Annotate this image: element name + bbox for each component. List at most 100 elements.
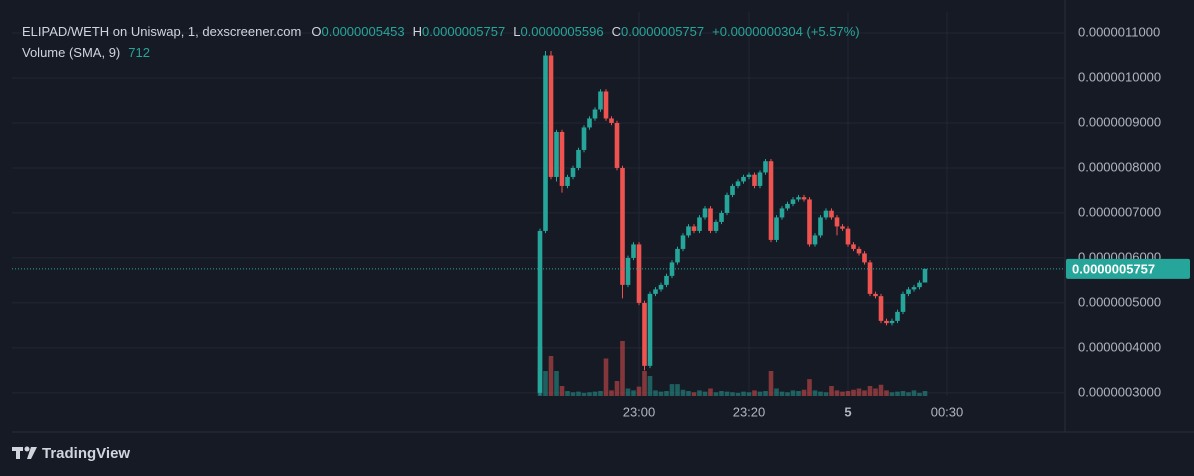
candle-body [680,235,686,249]
volume-bar [653,390,658,396]
volume-bar [730,392,735,396]
volume-bar [735,392,741,396]
last-price-label: 0.0000005757 [1072,261,1155,276]
volume-bar [829,386,834,396]
candle-body [543,55,548,231]
volume-legend: Volume (SMA, 9) 712 [22,45,150,60]
volume-bar [790,390,796,396]
volume-bar [922,391,928,396]
volume-bar [746,392,752,396]
candle-body [768,161,774,240]
candle-body [675,248,680,263]
volume-bar [774,388,779,396]
volume-bar [642,371,647,396]
volume-bar [867,386,873,396]
y-tick-label: 0.0000009000 [1078,114,1161,129]
volume-bar [598,391,603,396]
x-tick-label: 23:00 [623,404,656,419]
volume-bar [779,391,785,396]
candle-body [779,208,785,218]
ohlc-value: 0.0000005757 [621,24,704,39]
volume-bar [708,388,713,396]
candle-body [785,203,790,209]
volume-bar [834,390,840,396]
volume-bar [543,371,548,396]
candle-body [884,320,889,324]
y-tick-label: 0.0000008000 [1078,159,1161,174]
volume-sma: 712 [128,45,150,60]
volume-bar [603,358,609,396]
volume-bar [625,388,631,396]
candle-body [812,235,818,245]
volume-bar [614,381,620,396]
candle-body [730,185,735,195]
ohlc-label: C [612,24,621,39]
change: +0.0000000304 (+5.57%) [712,24,859,39]
volume-bar [796,391,801,396]
candle-body [829,210,834,218]
candle-body [873,293,878,297]
y-tick-label: 0.0000007000 [1078,204,1161,219]
candle-body [867,262,873,294]
candle-body [614,122,620,168]
volume-bar [636,386,642,396]
volume-bar [785,392,790,396]
candle-body [917,282,922,288]
x-tick-label: 5 [844,404,851,419]
volume-bar [807,379,812,396]
candle-body [592,109,598,119]
volume-bar [724,391,730,396]
candle-body [587,118,592,128]
volume-bar [664,391,669,396]
volume-bar [559,386,565,396]
candle-body [581,127,587,150]
y-tick-label: 0.0000011000 [1078,24,1160,39]
volume-bar [851,389,856,396]
volume-bar [631,390,636,396]
candle-body [746,174,752,177]
volume-bar [752,390,757,396]
candle-body [900,293,906,312]
candle-body [741,176,746,182]
candle-body [752,174,757,186]
volume-bar [812,390,818,396]
volume-bar [768,371,774,396]
candle-body [889,320,895,324]
volume-bar [587,392,592,396]
volume-bar [917,392,922,396]
symbol: ELIPAD/WETH on Uniswap, 1, dexscreener.c… [22,24,301,39]
marks [537,50,928,396]
candle-body [697,217,702,231]
volume-bar [702,391,708,396]
candle-body [702,208,708,218]
candle-body [807,199,812,245]
candle-body [774,217,779,240]
header: ELIPAD/WETH on Uniswap, 1, dexscreener.c… [22,24,860,39]
volume-bar [845,391,851,396]
last-price-box [1066,258,1190,279]
volume-bar [669,384,675,396]
x-tick-label: 00:30 [931,404,964,419]
volume-bar [691,392,697,396]
y-tick-label: 0.0000003000 [1078,384,1161,399]
volume-bar [548,356,554,396]
volume-bar [675,384,680,396]
candle-body [834,217,840,227]
candle-body [790,199,796,204]
candle-body [922,268,928,283]
ohlc-label: O [311,24,321,39]
volume-bar [889,392,895,396]
volume-bar [801,389,807,396]
volume-bar [565,391,570,396]
candle-body [636,244,642,303]
volume-bar [658,391,664,396]
candle-body [548,55,554,177]
ohlc-label: L [513,24,520,39]
volume-bar [713,392,719,396]
candle-body [653,289,658,294]
volume-bar [581,392,587,396]
volume-bar [620,341,625,396]
candle-body [598,91,603,110]
